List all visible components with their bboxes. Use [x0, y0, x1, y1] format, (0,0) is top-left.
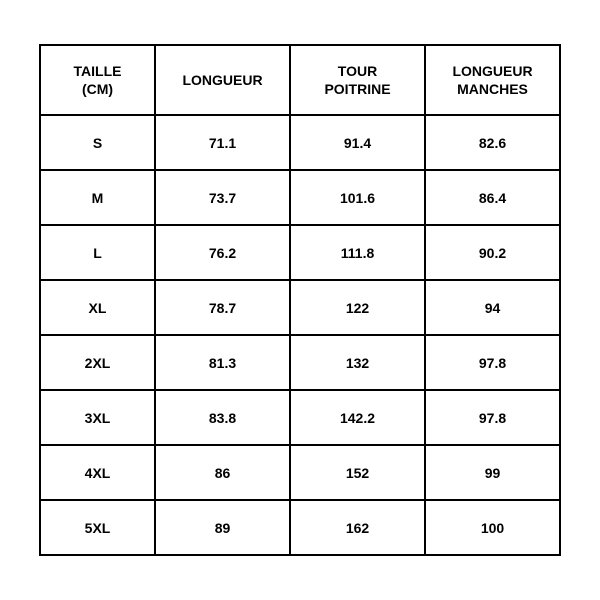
cell-size: M — [40, 170, 155, 225]
cell-longueur: 83.8 — [155, 390, 290, 445]
cell-longueur: 76.2 — [155, 225, 290, 280]
header-longueur-manches: LONGUEUR MANCHES — [425, 45, 560, 115]
size-table-container: TAILLE (CM) LONGUEUR TOUR POITRINE LONGU… — [9, 14, 591, 586]
table-row: 3XL 83.8 142.2 97.8 — [40, 390, 560, 445]
table-row: XL 78.7 122 94 — [40, 280, 560, 335]
cell-longueur-manches: 100 — [425, 500, 560, 555]
cell-tour-poitrine: 142.2 — [290, 390, 425, 445]
table-row: M 73.7 101.6 86.4 — [40, 170, 560, 225]
cell-longueur-manches: 97.8 — [425, 335, 560, 390]
cell-tour-poitrine: 101.6 — [290, 170, 425, 225]
cell-tour-poitrine: 111.8 — [290, 225, 425, 280]
table-body: S 71.1 91.4 82.6 M 73.7 101.6 86.4 L 76.… — [40, 115, 560, 555]
table-row: 5XL 89 162 100 — [40, 500, 560, 555]
cell-size: 2XL — [40, 335, 155, 390]
cell-longueur: 86 — [155, 445, 290, 500]
cell-longueur-manches: 90.2 — [425, 225, 560, 280]
cell-longueur: 89 — [155, 500, 290, 555]
header-taille: TAILLE (CM) — [40, 45, 155, 115]
header-row: TAILLE (CM) LONGUEUR TOUR POITRINE LONGU… — [40, 45, 560, 115]
cell-longueur-manches: 94 — [425, 280, 560, 335]
cell-longueur-manches: 82.6 — [425, 115, 560, 170]
header-tour-poitrine: TOUR POITRINE — [290, 45, 425, 115]
cell-longueur-manches: 97.8 — [425, 390, 560, 445]
cell-tour-poitrine: 122 — [290, 280, 425, 335]
cell-tour-poitrine: 162 — [290, 500, 425, 555]
cell-longueur: 71.1 — [155, 115, 290, 170]
cell-size: 5XL — [40, 500, 155, 555]
table-row: S 71.1 91.4 82.6 — [40, 115, 560, 170]
cell-size: 4XL — [40, 445, 155, 500]
table-row: 4XL 86 152 99 — [40, 445, 560, 500]
cell-size: L — [40, 225, 155, 280]
cell-size: 3XL — [40, 390, 155, 445]
cell-longueur: 78.7 — [155, 280, 290, 335]
cell-tour-poitrine: 152 — [290, 445, 425, 500]
cell-longueur-manches: 99 — [425, 445, 560, 500]
table-row: 2XL 81.3 132 97.8 — [40, 335, 560, 390]
table-header: TAILLE (CM) LONGUEUR TOUR POITRINE LONGU… — [40, 45, 560, 115]
cell-longueur: 81.3 — [155, 335, 290, 390]
header-longueur: LONGUEUR — [155, 45, 290, 115]
size-table: TAILLE (CM) LONGUEUR TOUR POITRINE LONGU… — [39, 44, 561, 556]
cell-tour-poitrine: 132 — [290, 335, 425, 390]
cell-size: XL — [40, 280, 155, 335]
cell-size: S — [40, 115, 155, 170]
cell-longueur-manches: 86.4 — [425, 170, 560, 225]
cell-tour-poitrine: 91.4 — [290, 115, 425, 170]
cell-longueur: 73.7 — [155, 170, 290, 225]
table-row: L 76.2 111.8 90.2 — [40, 225, 560, 280]
